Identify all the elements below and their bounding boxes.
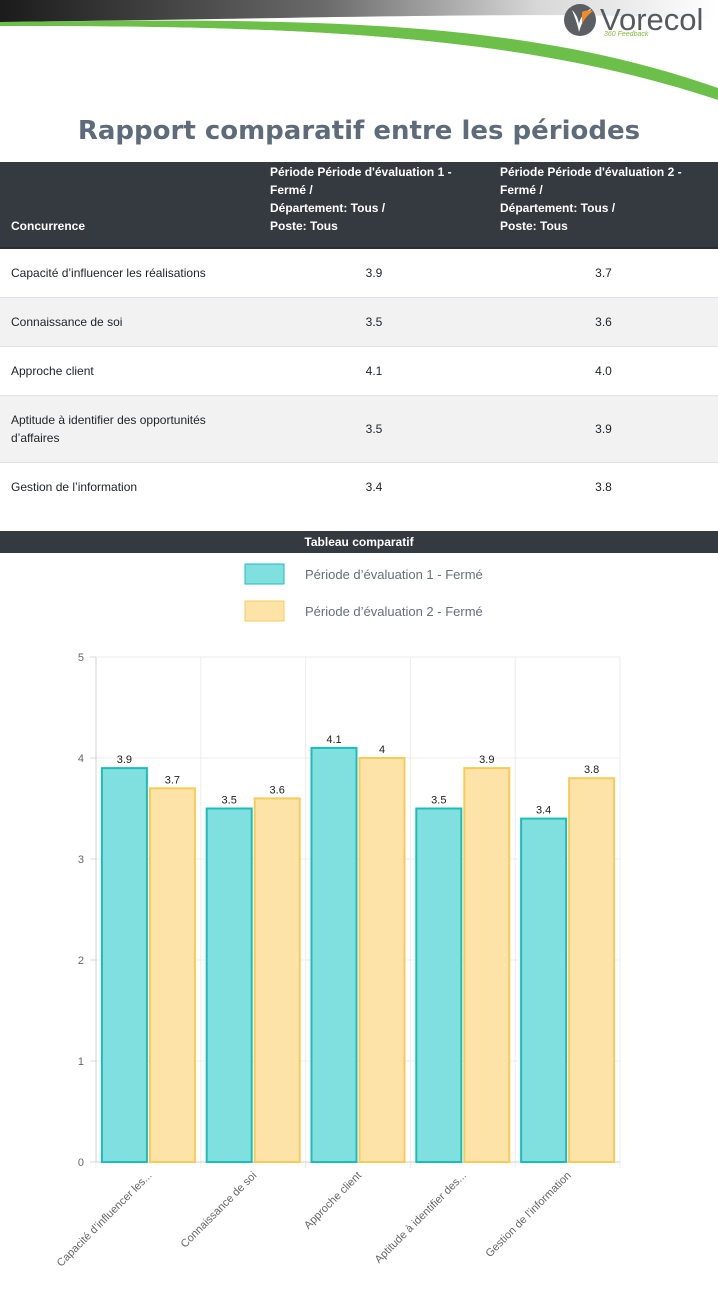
brand-tagline: 360 Feedback [604,31,649,38]
row-score-period-2: 3.7 [489,247,718,297]
bar-value-label: 3.6 [270,784,285,796]
row-competency: Aptitude à identifier des opportunités d… [0,394,259,462]
legend-swatch [244,600,285,622]
bar [100,767,148,1163]
y-tick-label: 2 [78,955,84,967]
header-period-2-line: Fermé / [500,183,543,197]
row-score-period-1: 3.9 [259,247,489,297]
header-period-2-line: Poste: Tous [500,219,568,233]
row-score-period-1: 4.1 [259,345,489,395]
bar [310,746,358,1163]
row-score-period-1: 3.4 [259,461,489,511]
vorecol-leaf-icon [564,4,596,36]
x-tick-label: Approche client [302,1170,364,1232]
bar [568,777,616,1163]
legend-label: Période d’évaluation 1 - Fermé [305,567,483,582]
bar-value-label: 3.4 [536,805,551,817]
bar [520,817,568,1163]
x-tick-label: Connaissance de soi [179,1170,260,1251]
bar [148,787,196,1164]
y-tick-label: 3 [78,854,84,866]
y-tick-label: 5 [78,652,84,664]
bar-value-label: 3.7 [165,774,180,786]
table-row: Approche client 4.1 4.0 [0,345,718,395]
table-row: Gestion de l’information 3.4 3.8 [0,461,718,511]
brand-name: Vorecol [600,2,704,37]
row-competency: Connaissance de soi [0,296,259,346]
bar [205,807,253,1163]
x-tick-label: Capacité d’influencer les... [55,1170,155,1270]
page-title: Rapport comparatif entre les périodes [77,116,641,146]
row-score-period-1: 3.5 [259,394,489,462]
x-tick-label: Aptitude à identifier des... [373,1170,469,1266]
header-period-2: Période Période d'évaluation 2 - Fermé / D… [489,162,718,249]
header-period-1: Période Période d'évaluation 1 - Fermé / D… [259,162,489,249]
row-score-period-2: 4.0 [489,345,718,395]
row-competency: Capacité d’influencer les réalisations [0,247,259,297]
vorecol-logo[interactable]: Vorecol 360 Feedback [562,2,714,40]
table-row: Connaissance de soi 3.5 3.6 [0,296,718,346]
bar-value-label: 3.8 [584,764,599,776]
bar [415,807,463,1163]
legend-swatch [244,563,285,585]
bar-value-label: 3.9 [479,754,494,766]
row-score-period-2: 3.8 [489,461,718,511]
header-period-2-line: Période Période d'évaluation 2 - [500,165,682,179]
comparison-bar-chart: Période d’évaluation 1 - Fermé Période d’… [55,563,621,1270]
y-tick-label: 4 [78,753,84,765]
comparison-table: Concurrence Période Période d'évaluation… [0,162,718,511]
row-competency: Gestion de l’information [0,461,259,511]
header-period-1-line: Poste: Tous [270,219,338,233]
row-competency: Approche client [0,345,259,395]
bar-value-label: 4 [379,744,385,756]
bar [253,797,301,1163]
chart-title: Tableau comparatif [0,531,718,553]
header-period-2-line: Département: Tous / [500,201,616,215]
table-row: Aptitude à identifier des opportunités d… [0,394,718,462]
header-period-1-line: Fermé / [270,183,313,197]
row-score-period-1: 3.5 [259,296,489,346]
bar-value-label: 4.1 [326,734,341,746]
row-score-period-2: 3.6 [489,296,718,346]
header-banner [0,0,718,100]
row-score-period-2: 3.9 [489,394,718,462]
bar [463,767,511,1163]
header-period-1-line: Période Période d'évaluation 1 - [270,165,452,179]
bar [358,757,406,1163]
y-tick-label: 0 [78,1157,84,1169]
y-tick-label: 1 [78,1056,84,1068]
bar-value-label: 3.5 [222,795,237,807]
table-header-row: Concurrence Période Période d'évaluation… [0,162,718,249]
legend-label: Période d’évaluation 2 - Fermé [305,604,483,619]
x-tick-label: Gestion de l’information [484,1170,574,1260]
header-period-1-line: Département: Tous / [270,201,386,215]
header-competency: Concurrence [0,162,259,249]
bar-value-label: 3.9 [117,754,132,766]
table-row: Capacité d’influencer les réalisations 3… [0,247,718,297]
bar-value-label: 3.5 [431,795,446,807]
